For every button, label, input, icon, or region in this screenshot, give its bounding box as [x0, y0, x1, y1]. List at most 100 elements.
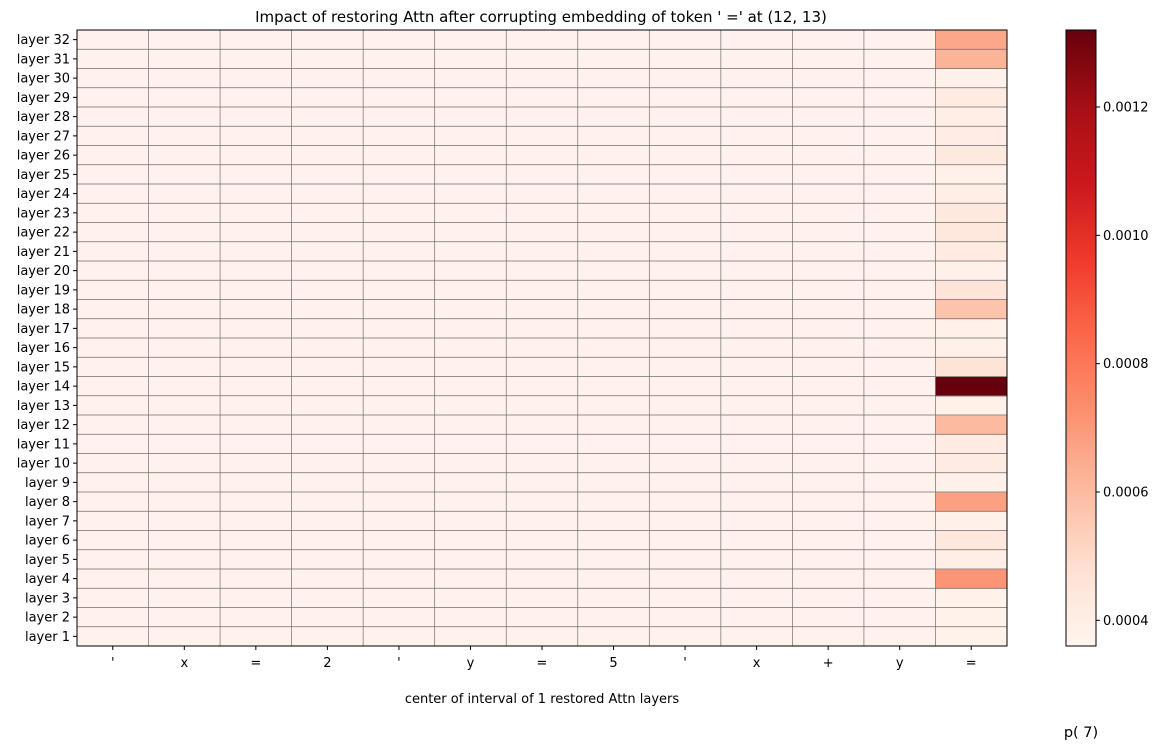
- heatmap-cell: [220, 299, 293, 320]
- heatmap-cell: [935, 549, 1008, 570]
- heatmap-cell: [577, 261, 650, 281]
- heatmap-cell: [148, 203, 221, 223]
- heatmap-cell: [649, 87, 722, 108]
- heatmap-cell: [434, 472, 507, 493]
- heatmap-cell: [220, 49, 293, 69]
- heatmap-cell: [291, 261, 364, 281]
- heatmap-cell: [148, 415, 221, 435]
- heatmap-cell: [77, 530, 150, 551]
- colorbar-tick-label: 0.0006: [1103, 486, 1149, 501]
- heatmap-cell: [220, 453, 293, 474]
- heatmap-cell: [720, 511, 793, 531]
- heatmap-cell: [863, 280, 936, 300]
- y-tick-label: layer 20: [17, 264, 70, 279]
- heatmap-cell: [863, 530, 936, 551]
- heatmap-cell: [863, 49, 936, 69]
- heatmap-cell: [77, 549, 150, 570]
- heatmap-cell: [792, 107, 865, 127]
- heatmap-cell: [77, 492, 150, 512]
- heatmap-cell: [720, 126, 793, 146]
- y-tick-label: layer 32: [17, 33, 70, 48]
- heatmap-cell: [148, 357, 221, 377]
- heatmap-cell: [434, 145, 507, 166]
- heatmap-cell: [220, 145, 293, 166]
- heatmap-cell: [935, 472, 1008, 493]
- heatmap-cell: [577, 376, 650, 397]
- heatmap-cell: [649, 203, 722, 223]
- heatmap-cell: [649, 30, 722, 50]
- heatmap-cell: [792, 68, 865, 89]
- y-tick-label: layer 5: [25, 553, 70, 568]
- heatmap-cell: [77, 415, 150, 435]
- heatmap-cell: [577, 203, 650, 223]
- heatmap-cell: [77, 588, 150, 608]
- heatmap-cell: [720, 145, 793, 166]
- heatmap-cell: [434, 626, 507, 647]
- heatmap-cell: [506, 30, 579, 50]
- heatmap-cell: [649, 492, 722, 512]
- heatmap-cell: [148, 569, 221, 589]
- heatmap-cell: [935, 626, 1008, 647]
- x-axis-label: center of interval of 1 restored Attn la…: [405, 692, 680, 707]
- heatmap-cell: [935, 376, 1008, 397]
- heatmap-cell: [649, 569, 722, 589]
- heatmap-cell: [792, 203, 865, 223]
- heatmap-cell: [935, 338, 1008, 358]
- heatmap-cell: [506, 164, 579, 185]
- heatmap-cell: [577, 184, 650, 204]
- heatmap-cell: [720, 530, 793, 551]
- heatmap-cell: [77, 299, 150, 320]
- heatmap-cell: [220, 549, 293, 570]
- heatmap-cell: [363, 164, 436, 185]
- heatmap-cell: [291, 549, 364, 570]
- heatmap-cell: [148, 376, 221, 397]
- heatmap-cell: [649, 453, 722, 474]
- heatmap-cell: [363, 357, 436, 377]
- heatmap-cell: [77, 357, 150, 377]
- heatmap-cell: [935, 184, 1008, 204]
- heatmap-cell: [863, 376, 936, 397]
- heatmap-cell: [148, 395, 221, 416]
- heatmap-cell: [649, 184, 722, 204]
- heatmap-cell: [935, 68, 1008, 89]
- heatmap-cell: [363, 511, 436, 531]
- heatmap-cell: [77, 68, 150, 89]
- y-tick-label: layer 29: [17, 91, 70, 106]
- heatmap-cell: [577, 241, 650, 262]
- heatmap-cell: [792, 453, 865, 474]
- heatmap-cell: [649, 49, 722, 69]
- heatmap-cell: [792, 395, 865, 416]
- heatmap-cell: [863, 511, 936, 531]
- heatmap-cell: [434, 492, 507, 512]
- heatmap-cell: [434, 203, 507, 223]
- heatmap-cell: [434, 395, 507, 416]
- heatmap-cell: [792, 49, 865, 69]
- heatmap-cell: [77, 376, 150, 397]
- x-tick-label: x: [753, 656, 761, 671]
- heatmap-cell: [434, 261, 507, 281]
- heatmap-cell: [220, 87, 293, 108]
- heatmap-cell: [434, 376, 507, 397]
- heatmap-cell: [506, 184, 579, 204]
- heatmap-cell: [434, 588, 507, 608]
- heatmap-cell: [291, 415, 364, 435]
- heatmap-cell: [363, 318, 436, 339]
- heatmap-cell: [363, 376, 436, 397]
- heatmap-cell: [434, 530, 507, 551]
- heatmap-cell: [577, 145, 650, 166]
- heatmap-cell: [291, 203, 364, 223]
- heatmap-cell: [363, 415, 436, 435]
- heatmap-cell: [363, 299, 436, 320]
- heatmap-cells: [77, 30, 1008, 647]
- heatmap-cell: [506, 203, 579, 223]
- heatmap-cell: [506, 145, 579, 166]
- heatmap-cell: [720, 318, 793, 339]
- heatmap-cell: [291, 87, 364, 108]
- heatmap-cell: [363, 261, 436, 281]
- heatmap-cell: [77, 569, 150, 589]
- heatmap-cell: [434, 434, 507, 454]
- heatmap-cell: [792, 338, 865, 358]
- heatmap-cell: [363, 626, 436, 647]
- x-tick-label: 5: [609, 656, 617, 671]
- heatmap-cell: [935, 107, 1008, 127]
